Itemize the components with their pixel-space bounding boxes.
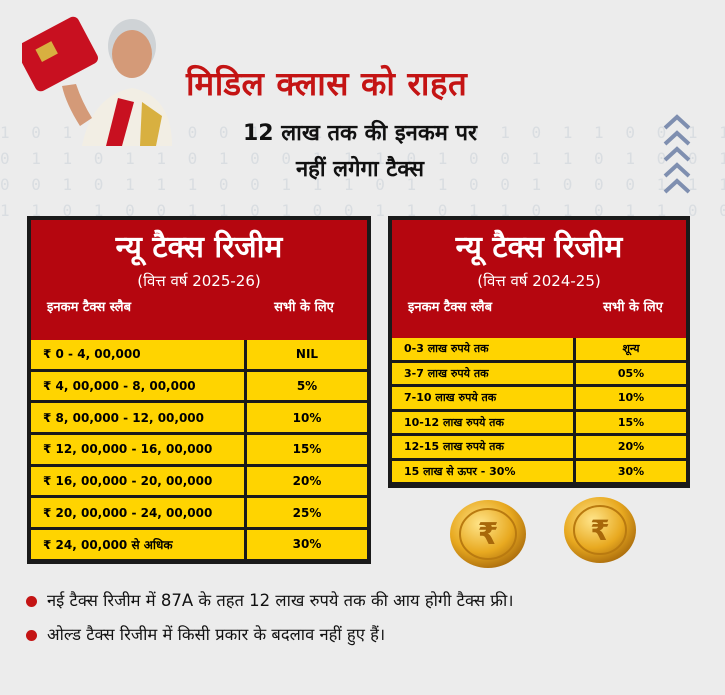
chevron-up-icon (663, 114, 691, 194)
slab-cell: 7-10 लाख रुपये तक (392, 387, 576, 412)
finance-minister-portrait (22, 16, 172, 146)
rate-cell: NIL (247, 340, 367, 372)
bullet-list: नई टैक्स रिजीम में 87A के तहत 12 लाख रुप… (26, 590, 716, 658)
table-row: ₹ 16, 00,000 - 20, 00,000 20% (31, 466, 367, 499)
table-row: ₹ 0 - 4, 00,000 NIL (31, 340, 367, 372)
col-slab-header: इनकम टैक्स स्लैब (408, 300, 493, 315)
left-panel-title: न्यू टैक्स रिजीम (115, 230, 283, 265)
new-regime-2024-25-panel: न्यू टैक्स रिजीम (वित्त वर्ष 2024-25) इन… (388, 216, 690, 488)
table-row: 10-12 लाख रुपये तक 15% (392, 411, 686, 436)
bullet-text: नई टैक्स रिजीम में 87A के तहत 12 लाख रुप… (47, 591, 514, 610)
svg-text:₹: ₹ (478, 517, 499, 552)
left-panel-columns: इनकम टैक्स स्लैब सभी के लिए (31, 294, 367, 320)
slab-cell: ₹ 8, 00,000 - 12, 00,000 (31, 403, 247, 436)
table-row: 0-3 लाख रुपये तक शून्य (392, 338, 686, 363)
col-slab-header: इनकम टैक्स स्लैब (47, 300, 132, 315)
bullet-dot-icon (26, 629, 37, 641)
slab-cell: ₹ 4, 00,000 - 8, 00,000 (31, 371, 247, 404)
table-row: ₹ 12, 00,000 - 16, 00,000 15% (31, 435, 367, 467)
col-rate-header: सभी के लिए (603, 300, 663, 315)
page-subtitle: 12 लाख तक की इनकम पर नहीं लगेगा टैक्स (180, 116, 540, 188)
bullet-text: ओल्ड टैक्स रिजीम में किसी प्रकार के बदला… (47, 625, 386, 644)
rate-cell: 25% (247, 498, 367, 531)
rate-cell: 05% (576, 362, 686, 387)
rupee-coin-icon: ₹ ₹ (450, 497, 636, 568)
right-panel-columns: इनकम टैक्स स्लैब सभी के लिए (392, 294, 686, 320)
table-row: ₹ 8, 00,000 - 12, 00,000 10% (31, 403, 367, 436)
new-regime-2025-26-panel: न्यू टैक्स रिजीम (वित्त वर्ष 2025-26) इन… (27, 216, 371, 564)
rate-cell: 30% (576, 460, 686, 485)
right-panel-header: न्यू टैक्स रिजीम (वित्त वर्ष 2024-25) इन… (392, 220, 686, 338)
table-row: ₹ 4, 00,000 - 8, 00,000 5% (31, 371, 367, 404)
slab-cell: 0-3 लाख रुपये तक (392, 338, 576, 363)
rate-cell: 5% (247, 371, 367, 404)
left-slab-table: ₹ 0 - 4, 00,000 NIL ₹ 4, 00,000 - 8, 00,0… (31, 340, 367, 562)
table-row: 12-15 लाख रुपये तक 20% (392, 436, 686, 461)
table-row: 15 लाख से ऊपर - 30% 30% (392, 460, 686, 485)
subtitle-line-2: नहीं लगेगा टैक्स (295, 157, 425, 182)
rate-cell: 10% (576, 387, 686, 412)
rate-cell: शून्य (576, 338, 686, 363)
page-title: मिडिल क्लास को राहत (186, 64, 468, 103)
table-row: ₹ 20, 00,000 - 24, 00,000 25% (31, 498, 367, 531)
table-row: 7-10 लाख रुपये तक 10% (392, 387, 686, 412)
slab-cell: 3-7 लाख रुपये तक (392, 362, 576, 387)
rate-cell: 15% (576, 411, 686, 436)
slab-cell: ₹ 12, 00,000 - 16, 00,000 (31, 435, 247, 467)
binary-background: 1 0 1 1 0 1 0 0 1 1 1 1 0 0 1 0 1 0 1 1 … (0, 123, 725, 220)
table-row: ₹ 24, 00,000 से अधिक 30% (31, 530, 367, 562)
subtitle-line-1: 12 लाख तक की इनकम पर (242, 121, 478, 146)
right-panel-year: (वित्त वर्ष 2024-25) (477, 272, 601, 290)
svg-text:₹: ₹ (590, 514, 609, 547)
slab-cell: ₹ 0 - 4, 00,000 (31, 340, 247, 372)
rate-cell: 20% (576, 436, 686, 461)
slab-cell: 12-15 लाख रुपये तक (392, 436, 576, 461)
right-slab-table: 0-3 लाख रुपये तक शून्य 3-7 लाख रुपये तक 05… (392, 338, 686, 485)
slab-cell: 10-12 लाख रुपये तक (392, 411, 576, 436)
slab-cell: 15 लाख से ऊपर - 30% (392, 460, 576, 485)
col-rate-header: सभी के लिए (274, 300, 334, 315)
table-row: 3-7 लाख रुपये तक 05% (392, 362, 686, 387)
bullet-dot-icon (26, 595, 37, 607)
slab-cell: ₹ 24, 00,000 से अधिक (31, 530, 247, 562)
list-item: ओल्ड टैक्स रिजीम में किसी प्रकार के बदला… (26, 624, 716, 646)
left-panel-header: न्यू टैक्स रिजीम (वित्त वर्ष 2025-26) इन… (31, 220, 367, 340)
slab-cell: ₹ 16, 00,000 - 20, 00,000 (31, 466, 247, 499)
rate-cell: 15% (247, 435, 367, 467)
rate-cell: 10% (247, 403, 367, 436)
right-panel-title: न्यू टैक्स रिजीम (455, 230, 623, 265)
rate-cell: 30% (247, 530, 367, 562)
slab-cell: ₹ 20, 00,000 - 24, 00,000 (31, 498, 247, 531)
rate-cell: 20% (247, 466, 367, 499)
list-item: नई टैक्स रिजीम में 87A के तहत 12 लाख रुप… (26, 590, 716, 612)
left-panel-year: (वित्त वर्ष 2025-26) (137, 272, 261, 290)
